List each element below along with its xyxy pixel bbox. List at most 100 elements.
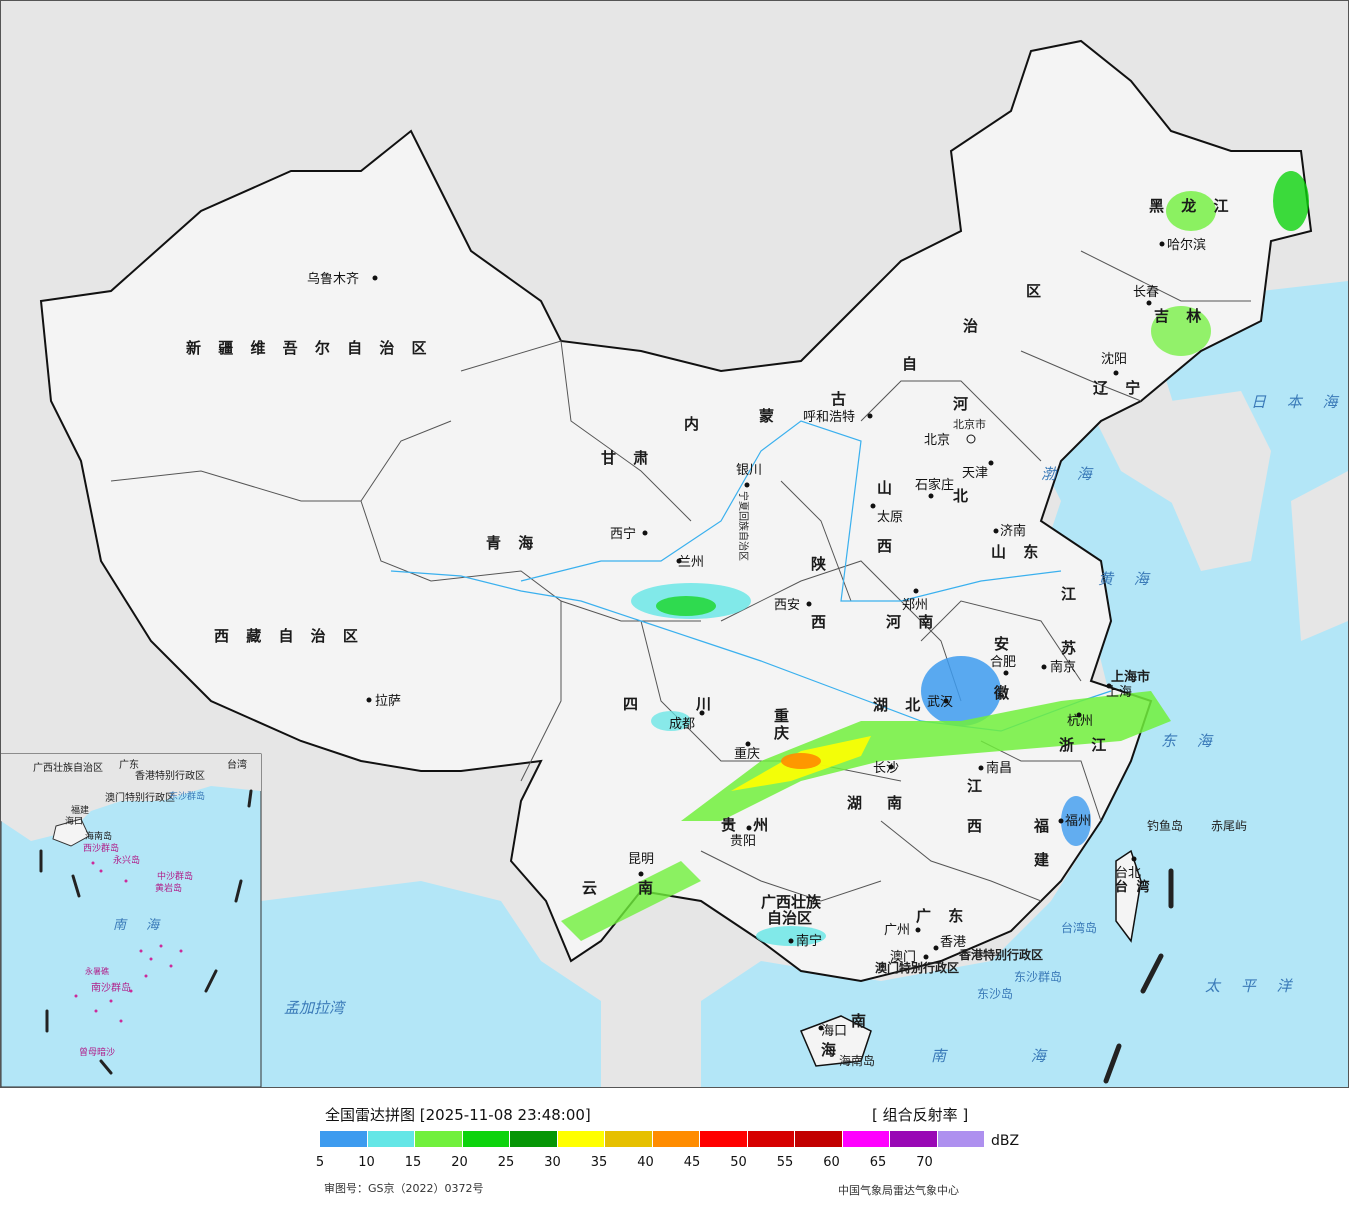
svg-text:广西壮族自治区: 广西壮族自治区 bbox=[33, 761, 103, 774]
scale-swatch bbox=[700, 1131, 748, 1147]
city-marker: 福州 bbox=[1058, 814, 1091, 829]
svg-text:合肥: 合肥 bbox=[990, 655, 1016, 670]
city-marker: 昆明 bbox=[628, 852, 654, 877]
echo-yunnan bbox=[561, 861, 701, 941]
echo-jilin bbox=[1151, 306, 1211, 356]
svg-text:长春: 长春 bbox=[1133, 285, 1159, 300]
province-label: 陕 bbox=[811, 555, 832, 573]
province-label: 自 bbox=[902, 355, 923, 373]
echo-wuhan bbox=[921, 656, 1001, 726]
city-marker: 太原 bbox=[870, 503, 903, 525]
scale-swatch bbox=[462, 1131, 510, 1147]
province-label: 古 bbox=[831, 390, 852, 408]
city-marker: 南宁 bbox=[788, 933, 822, 949]
scale-tick-label: 20 bbox=[451, 1155, 468, 1170]
province-label: 徽 bbox=[993, 684, 1015, 702]
city-marker: 合肥 bbox=[990, 655, 1016, 676]
svg-text:石家庄: 石家庄 bbox=[915, 477, 954, 493]
product-name: [ 组合反射率 ] bbox=[872, 1106, 969, 1124]
scale-swatch bbox=[367, 1131, 415, 1147]
east-sea-area bbox=[701, 411, 1348, 1087]
svg-text:昆明: 昆明 bbox=[628, 852, 654, 867]
echo-band-max bbox=[781, 753, 821, 769]
scale-tick-label: 50 bbox=[730, 1155, 747, 1170]
svg-text:海口: 海口 bbox=[821, 1024, 847, 1039]
svg-text:海南岛: 海南岛 bbox=[839, 1053, 875, 1068]
svg-text:海口: 海口 bbox=[65, 815, 83, 827]
svg-text:长沙: 长沙 bbox=[873, 761, 899, 776]
svg-text:南 海: 南 海 bbox=[113, 918, 167, 933]
city-marker: 哈尔滨 bbox=[1159, 237, 1206, 253]
svg-text:西宁: 西宁 bbox=[610, 526, 636, 542]
svg-text:呼和浩特: 呼和浩特 bbox=[803, 410, 855, 425]
scale-tick-label: 45 bbox=[683, 1155, 701, 1170]
svg-text:银川: 银川 bbox=[736, 463, 762, 478]
echo-guangxi bbox=[756, 926, 826, 946]
svg-text:武汉: 武汉 bbox=[927, 695, 953, 710]
scale-tick-label: 10 bbox=[358, 1155, 375, 1170]
echo-band bbox=[681, 691, 1171, 821]
city-marker: 重庆 bbox=[734, 741, 760, 762]
svg-text:郑州: 郑州 bbox=[902, 598, 928, 613]
svg-text:东 海: 东 海 bbox=[1161, 732, 1220, 750]
svg-text:渤 海: 渤 海 bbox=[1041, 465, 1100, 483]
scale-swatch bbox=[937, 1131, 985, 1147]
province-labels: 新 疆 维 吾 尔 自 治 区 西 藏 自 治 区 青 海 甘 肃 内 蒙 古 … bbox=[186, 197, 1234, 1059]
province-label: 台 湾 bbox=[1115, 879, 1152, 895]
scale-swatch bbox=[415, 1131, 463, 1147]
svg-text:沈阳: 沈阳 bbox=[1101, 352, 1127, 367]
svg-text:广州: 广州 bbox=[884, 923, 910, 938]
province-label: 黑 龙 江 bbox=[1149, 197, 1234, 215]
svg-text:孟加拉湾: 孟加拉湾 bbox=[284, 999, 347, 1017]
province-label: 浙 江 bbox=[1059, 736, 1112, 754]
city-marker: 乌鲁木齐 bbox=[307, 271, 378, 287]
city-marker: 武汉 bbox=[927, 695, 953, 710]
svg-text:赤尾屿: 赤尾屿 bbox=[1211, 819, 1247, 833]
scale-tick-label: 5 bbox=[315, 1155, 325, 1170]
svg-text:西安: 西安 bbox=[774, 598, 800, 613]
city-marker: 天津 bbox=[962, 460, 994, 481]
province-label: 广 东 bbox=[916, 907, 969, 925]
radar-map: 新 疆 维 吾 尔 自 治 区 西 藏 自 治 区 青 海 甘 肃 内 蒙 古 … bbox=[0, 0, 1349, 1088]
province-label: 贵 州 bbox=[721, 816, 774, 834]
svg-text:西沙群岛: 西沙群岛 bbox=[83, 842, 119, 854]
taiwan-island bbox=[1115, 849, 1142, 943]
province-label: 江 bbox=[967, 777, 988, 795]
province-label: 福 bbox=[1033, 817, 1055, 835]
svg-text:澳门特别行政区: 澳门特别行政区 bbox=[875, 960, 959, 975]
svg-text:海南岛: 海南岛 bbox=[85, 830, 112, 842]
svg-text:永暑礁: 永暑礁 bbox=[85, 966, 109, 976]
scale-swatch bbox=[320, 1131, 368, 1147]
echo-gansu-core bbox=[656, 596, 716, 616]
svg-text:南京: 南京 bbox=[1050, 659, 1076, 675]
svg-text:香港: 香港 bbox=[940, 935, 966, 950]
province-label: 青 海 bbox=[486, 534, 539, 552]
city-marker: 广州 bbox=[884, 923, 921, 938]
city-marker: 长春 bbox=[1133, 285, 1159, 306]
city-marker: 贵阳 bbox=[730, 825, 756, 849]
scale-tick-label: 65 bbox=[869, 1155, 887, 1170]
province-label: 蒙 bbox=[759, 407, 780, 425]
province-label: 西 藏 自 治 区 bbox=[214, 627, 364, 645]
svg-text:济南: 济南 bbox=[1000, 523, 1026, 539]
scale-tick-label: 35 bbox=[590, 1155, 608, 1170]
svg-text:澳门: 澳门 bbox=[890, 949, 916, 965]
sea-labels: 日 本 海 渤 海 黄 海 东 海 太 平 洋 南 海 孟加拉湾 bbox=[284, 393, 1338, 1065]
svg-text:重庆: 重庆 bbox=[734, 746, 760, 762]
svg-text:福州: 福州 bbox=[1065, 814, 1091, 829]
scale-swatch bbox=[652, 1131, 700, 1147]
scale-tick-label: 60 bbox=[823, 1155, 840, 1170]
legend-panel: 全国雷达拼图 [2025-11-08 23:48:00] [ 组合反射率 ] 5… bbox=[0, 1088, 1349, 1208]
svg-text:上海: 上海 bbox=[1106, 685, 1132, 700]
province-label: 广西壮族 bbox=[761, 893, 822, 911]
echo-heilongjiang bbox=[1166, 191, 1216, 231]
svg-text:太原: 太原 bbox=[877, 510, 903, 525]
city-marker: 台北 bbox=[1115, 856, 1141, 881]
svg-text:上海市: 上海市 bbox=[1111, 669, 1150, 685]
svg-text:东沙群岛: 东沙群岛 bbox=[169, 790, 205, 802]
svg-text:兰州: 兰州 bbox=[678, 555, 704, 570]
city-marker: 石家庄 bbox=[915, 477, 954, 499]
scale-swatch bbox=[795, 1131, 843, 1147]
city-marker: 兰州 bbox=[676, 555, 704, 570]
